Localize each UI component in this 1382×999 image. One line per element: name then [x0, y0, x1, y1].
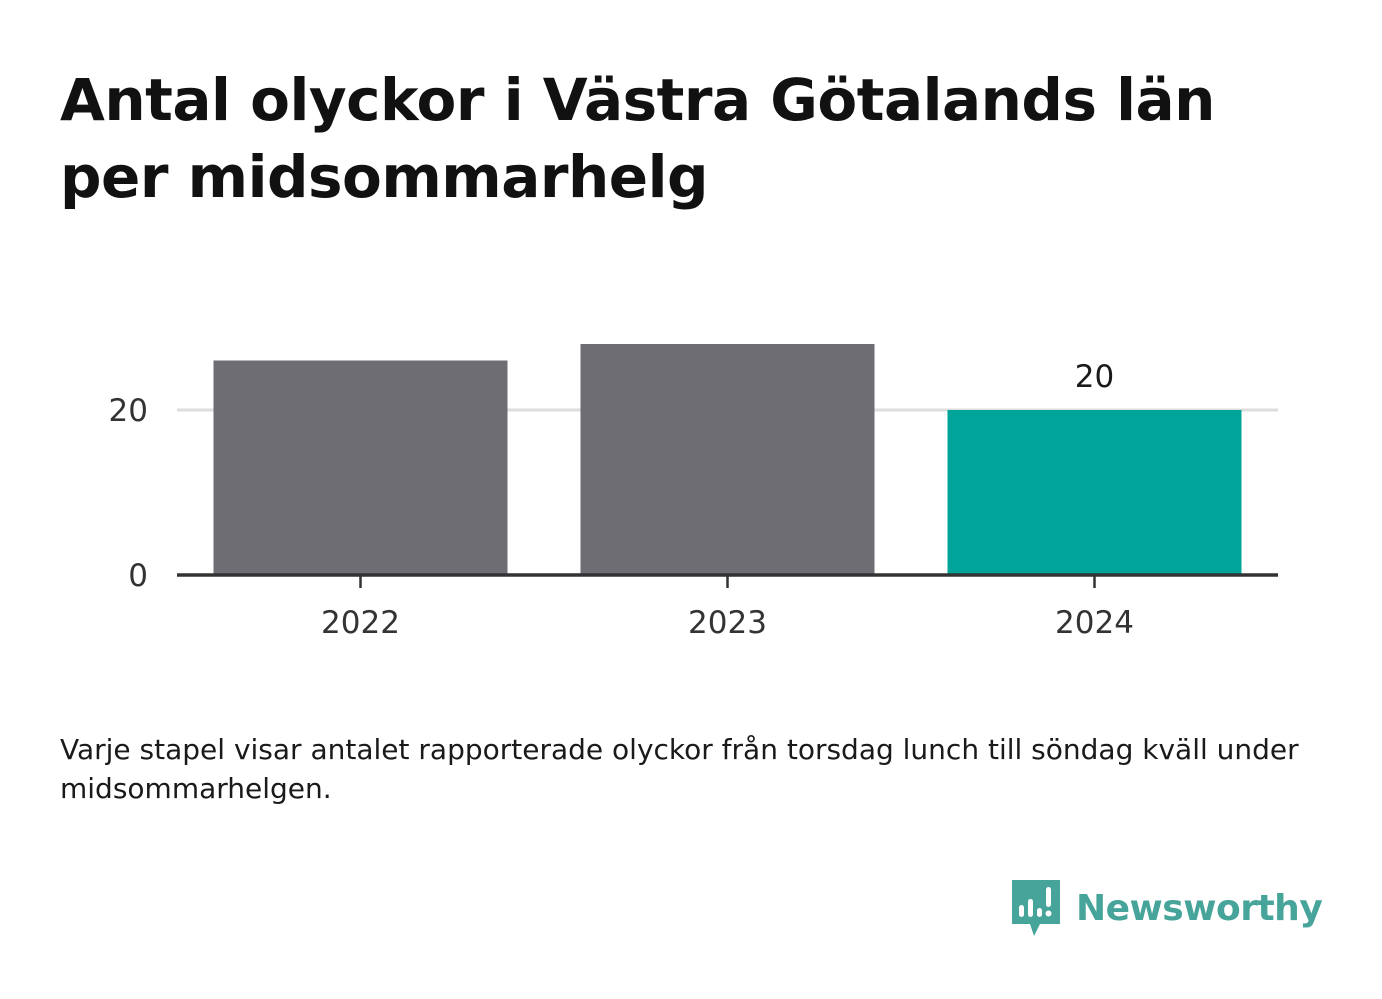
bar-2023: [580, 344, 875, 575]
y-tick-label-0: 0: [128, 558, 148, 594]
y-tick-label-20: 20: [109, 393, 148, 429]
axes: [177, 573, 1278, 588]
x-tick-label-2023: 2023: [688, 605, 767, 641]
bar-2024: [947, 410, 1242, 575]
x-tick-label-2024: 2024: [1055, 605, 1134, 641]
brand-name: Newsworthy: [1076, 887, 1323, 929]
x-tick-label-2022: 2022: [321, 605, 400, 641]
labels: 0 20 2022 2023 2024 20: [109, 359, 1134, 641]
bar-2022: [213, 360, 508, 575]
value-label-2024: 20: [1075, 359, 1114, 395]
chart-title: Antal olyckor i Västra Götalands län per…: [60, 66, 1215, 211]
chart-note: Varje stapel visar antalet rapporterade …: [60, 733, 1299, 805]
bars: [213, 344, 1242, 575]
brand: Newsworthy: [1010, 878, 1323, 938]
newsworthy-logo-icon: [1012, 880, 1060, 936]
